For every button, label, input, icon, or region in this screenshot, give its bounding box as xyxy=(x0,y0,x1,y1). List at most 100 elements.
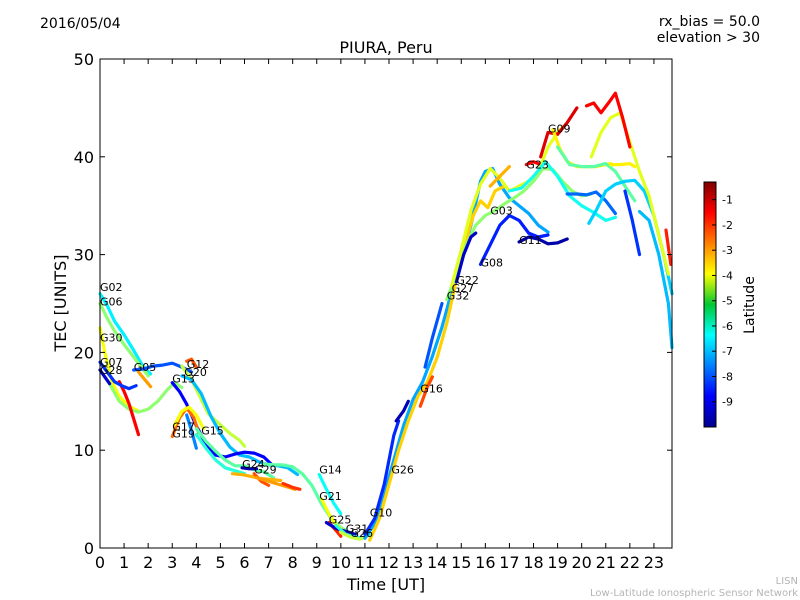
tec-series xyxy=(363,419,401,536)
satellite-label: G24 xyxy=(242,458,265,471)
x-tick-label: 3 xyxy=(167,553,177,572)
tec-series xyxy=(185,357,198,369)
x-tick-label: 15 xyxy=(451,553,471,572)
satellite-label: G26 xyxy=(391,464,414,477)
tec-series xyxy=(478,213,550,266)
x-tick-label: 5 xyxy=(215,553,225,572)
tec-series xyxy=(180,374,300,477)
x-tick-label: 13 xyxy=(403,553,423,572)
x-tick-label: 23 xyxy=(644,553,664,572)
x-tick-label: 9 xyxy=(312,553,322,572)
plot-frame xyxy=(99,58,673,549)
satellite-label: G16 xyxy=(420,383,443,396)
x-tick-label: 19 xyxy=(547,553,567,572)
date-label: 2016/05/04 xyxy=(40,16,121,32)
x-tick-label: 8 xyxy=(288,553,298,572)
tec-series xyxy=(117,380,141,437)
y-tick-label: 30 xyxy=(74,246,94,265)
satellite-label: G25 xyxy=(329,514,352,527)
satellite-label: G23 xyxy=(526,159,549,172)
tec-series xyxy=(185,413,198,450)
tec-series xyxy=(664,228,673,266)
satellite-label: G10 xyxy=(370,507,393,520)
satellite-label: G32 xyxy=(447,290,470,303)
x-tick-label: 11 xyxy=(355,553,375,572)
satellite-label: G31 xyxy=(346,522,369,535)
tec-series xyxy=(281,481,302,491)
tec-series xyxy=(524,160,540,167)
satellite-label: G26 xyxy=(351,527,374,540)
x-tick-label: 21 xyxy=(596,553,616,572)
x-tick-label: 2 xyxy=(143,553,153,572)
tec-series xyxy=(394,399,410,423)
x-tick-label: 17 xyxy=(499,553,519,572)
colorbar-tick-label: -4 xyxy=(722,269,733,282)
satellite-label: G11 xyxy=(519,234,542,247)
tec-series xyxy=(317,473,343,516)
colorbar-ticks: -1 -2 -3 -4 -5 -6 -7 -8 -9 xyxy=(712,194,733,409)
satellite-label: G13 xyxy=(172,373,195,386)
x-tick-label: 12 xyxy=(379,553,399,572)
tec-series xyxy=(136,370,153,389)
x-tick-label: 16 xyxy=(475,553,495,572)
satellite-label: G03 xyxy=(490,205,513,218)
satellite-label: G17 xyxy=(172,421,195,434)
satellite-label: G06 xyxy=(100,296,123,309)
satellite-label: G15 xyxy=(201,425,224,438)
satellite-label: G08 xyxy=(481,256,504,269)
tec-series xyxy=(98,368,112,386)
tec-series xyxy=(517,235,569,246)
colorbar-tick-label: -8 xyxy=(722,370,733,383)
satellite-label: G27 xyxy=(452,282,475,295)
satellite-label: G29 xyxy=(254,464,277,477)
x-tick-label: 7 xyxy=(263,553,273,572)
elevation-label: elevation > 30 xyxy=(656,30,760,46)
x-tick-label: 10 xyxy=(331,553,351,572)
satellite-label: G20 xyxy=(184,366,207,379)
x-axis: 0 1 2 3 4 5 6 7 8 9 10 11 12 13 14 15 16 17 18 19 20 21 22 23 xyxy=(95,59,664,572)
satellite-label: G22 xyxy=(456,274,479,287)
x-tick-label: 22 xyxy=(620,553,640,572)
tec-series xyxy=(556,145,637,203)
tec-series xyxy=(539,106,579,159)
chart-title: PIURA, Peru xyxy=(339,38,433,57)
x-tick-label: 18 xyxy=(523,553,543,572)
x-tick-label: 20 xyxy=(572,553,592,572)
x-tick-label: 4 xyxy=(191,553,201,572)
tec-series xyxy=(194,427,275,480)
tec-series xyxy=(423,301,444,369)
credit-line-2: Low-Latitude Ionospheric Sensor Network xyxy=(590,588,798,599)
satellite-label: G14 xyxy=(319,464,342,477)
colorbar: -1 -2 -3 -4 -5 -6 -7 -8 -9 Latitude xyxy=(703,181,758,428)
colorbar-tick-label: -1 xyxy=(722,194,733,207)
tec-series xyxy=(637,210,674,350)
tec-series xyxy=(584,91,632,149)
x-tick-label: 0 xyxy=(95,553,105,572)
y-tick-label: 20 xyxy=(74,343,94,362)
x-tick-label: 6 xyxy=(239,553,249,572)
tec-series xyxy=(623,189,642,257)
tec-series xyxy=(454,231,478,284)
satellite-label: G12 xyxy=(187,358,210,371)
satellite-label: G30 xyxy=(100,332,123,345)
satellite-label: G07 xyxy=(100,356,123,369)
satellite-label: G05 xyxy=(134,361,157,374)
tec-series xyxy=(98,360,138,391)
tec-series xyxy=(240,466,259,471)
satellite-label: G21 xyxy=(319,490,342,503)
satellite-label: G09 xyxy=(548,122,571,135)
colorbar-tick-label: -2 xyxy=(722,219,733,232)
y-tick-label: 40 xyxy=(74,148,94,167)
tec-series xyxy=(194,433,247,476)
satellite-label: G02 xyxy=(100,281,123,294)
tec-series xyxy=(488,165,511,188)
colorbar-tick-label: -9 xyxy=(722,396,733,409)
colorbar-tick-label: -7 xyxy=(722,345,733,358)
x-tick-label: 14 xyxy=(427,553,447,572)
x-axis-label: Time [UT] xyxy=(346,575,425,594)
tec-series xyxy=(565,190,617,216)
tec-series xyxy=(98,301,150,378)
y-tick-label: 50 xyxy=(74,50,94,69)
y-axis-label: TEC [UNITS] xyxy=(51,255,70,353)
